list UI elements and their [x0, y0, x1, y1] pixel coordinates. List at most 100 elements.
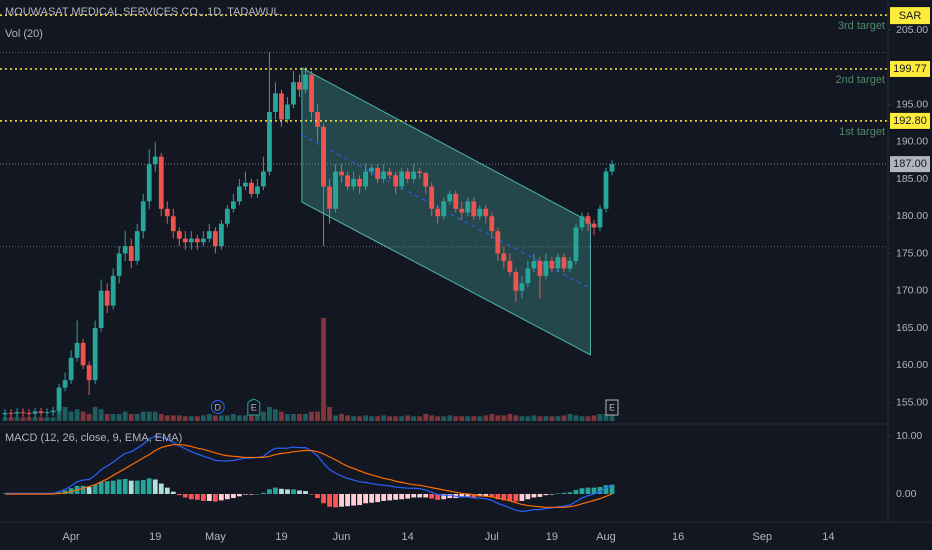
- volume-bar: [176, 415, 182, 421]
- volume-bar: [417, 416, 423, 421]
- volume-bar: [423, 413, 429, 421]
- candle-body: [429, 186, 435, 209]
- volume-bar: [285, 413, 290, 421]
- volume-bar: [291, 413, 296, 421]
- x-tick-label: Jul: [485, 531, 499, 543]
- macd-histogram-bar: [483, 493, 489, 497]
- macd-histogram-bar: [116, 479, 122, 494]
- event-label: E: [251, 402, 257, 412]
- candle-body: [597, 208, 603, 228]
- volume-bar: [345, 415, 350, 421]
- volume-bar: [447, 415, 453, 421]
- candle-body: [206, 231, 212, 239]
- candle-body: [291, 82, 296, 105]
- macd-histogram-bar: [465, 493, 471, 497]
- volume-bar: [182, 416, 188, 421]
- candle-body: [176, 231, 182, 239]
- candle-body: [44, 412, 50, 414]
- macd-histogram-bar: [417, 493, 423, 498]
- volume-bar: [80, 411, 86, 421]
- volume-bar: [110, 413, 116, 421]
- candle-body: [555, 257, 561, 269]
- candle-body: [333, 171, 338, 209]
- macd-histogram-bar: [387, 493, 393, 501]
- volume-bar: [357, 416, 362, 421]
- last-price-label: 187.00: [893, 158, 927, 170]
- marks: D E E 3rd target SAR 2nd target 199.77 1st targ…: [0, 7, 930, 543]
- macd-histogram-bar: [249, 493, 254, 495]
- macd-histogram-bar: [489, 493, 495, 498]
- macd-title: MACD (12, 26, close, 9, EMA, EMA): [5, 432, 182, 444]
- macd-histogram-bar: [188, 493, 194, 500]
- volume-bar: [315, 411, 320, 421]
- macd-histogram-bar: [351, 493, 356, 506]
- x-tick-label: Aug: [596, 531, 616, 543]
- volume-bar: [44, 417, 50, 421]
- chart-title: MOUWASAT MEDICAL SERVICES CO., 1D, TADAW…: [5, 6, 280, 18]
- candle-body: [519, 283, 525, 291]
- volume-bar: [363, 415, 368, 421]
- candle-body: [585, 216, 591, 224]
- volume-bar: [501, 415, 507, 421]
- macd-histogram-bar: [543, 493, 549, 496]
- candle-body: [68, 357, 74, 381]
- volume-bar: [477, 416, 483, 421]
- candle-body: [158, 156, 164, 209]
- x-tick-label: 16: [672, 531, 684, 543]
- volume-bar: [537, 416, 543, 421]
- candle-body: [381, 171, 387, 180]
- volume-bar: [255, 413, 260, 421]
- macd-histogram-bar: [495, 493, 501, 500]
- candle-body: [140, 201, 146, 232]
- macd-histogram-bar: [158, 483, 164, 494]
- candle-body: [489, 216, 495, 232]
- candle-body: [14, 412, 20, 414]
- volume-title: Vol (20): [5, 28, 43, 40]
- x-tick-label: May: [205, 531, 226, 543]
- candle-body: [363, 171, 368, 187]
- candle-body: [591, 223, 597, 228]
- macd-histogram-bar: [561, 492, 567, 494]
- volume-bar: [405, 415, 411, 421]
- macd-histogram-bar: [200, 493, 206, 501]
- macd-histogram-bar: [128, 480, 134, 494]
- macd-histogram-bar: [597, 487, 603, 494]
- target-name: 1st target: [839, 126, 885, 138]
- volume-bar: [603, 413, 609, 421]
- event-label: D: [215, 402, 222, 412]
- macd-histogram-bar: [345, 493, 350, 507]
- candle-body: [8, 412, 14, 414]
- price-tag: [890, 112, 930, 129]
- volume-bar: [591, 415, 597, 421]
- macd-histogram-bar: [122, 478, 128, 494]
- candle-body: [104, 290, 110, 306]
- candle-body: [146, 164, 152, 202]
- candle-body: [561, 257, 567, 269]
- candle-body: [513, 272, 519, 291]
- candle-body: [236, 186, 242, 202]
- macd-histogram-bar: [92, 484, 98, 494]
- candle-body: [483, 208, 489, 217]
- macd-histogram-bar: [243, 493, 248, 495]
- event-marker: [210, 400, 225, 414]
- macd-histogram-bar: [98, 481, 104, 494]
- macd-histogram-bar: [134, 480, 140, 494]
- macd-histogram-bar: [375, 493, 381, 503]
- volume-bar: [483, 415, 489, 421]
- macd-histogram-bar: [363, 493, 368, 504]
- candle-body: [134, 231, 140, 261]
- candle-body: [357, 179, 362, 187]
- macd-histogram-bar: [176, 493, 182, 496]
- candle-body: [537, 260, 543, 276]
- macd-histogram-bar: [381, 493, 387, 501]
- candle-body: [285, 104, 290, 120]
- macd-histogram-bar: [291, 489, 296, 494]
- macd-histogram-bar: [357, 493, 362, 506]
- macd-histogram-bar: [273, 487, 278, 494]
- candle-body: [194, 238, 200, 243]
- volume-bar: [200, 415, 206, 421]
- volume-bar: [381, 415, 387, 421]
- macd-histogram-bar: [194, 493, 200, 500]
